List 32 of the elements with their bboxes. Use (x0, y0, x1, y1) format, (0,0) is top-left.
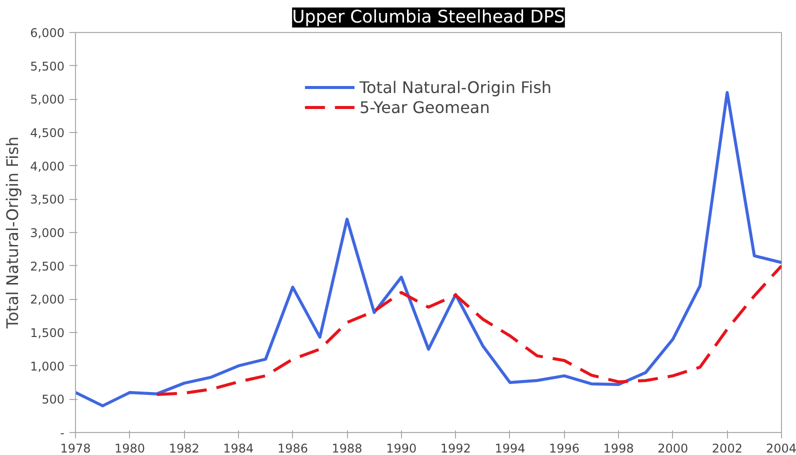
y-tick-label: 500 (42, 392, 64, 407)
y-tick-label: 1,000 (30, 359, 65, 374)
y-tick-label: 1,500 (30, 326, 65, 340)
x-tick-label: 1980 (114, 442, 146, 455)
y-tick-label: 2,500 (30, 259, 65, 274)
y-tick-label: 3,500 (30, 192, 65, 207)
x-tick-label: 1978 (60, 442, 91, 455)
y-tick-label: 3,000 (30, 226, 65, 240)
y-tick-label: - (60, 426, 65, 440)
y-tick-label: 4,000 (30, 159, 65, 174)
y-tick-label: 2,000 (30, 292, 65, 307)
x-tick-label: 1988 (332, 442, 362, 455)
legend-label: Total Natural-Origin Fish (359, 78, 552, 96)
x-tick-label: 2004 (766, 442, 796, 455)
x-tick-label: 1982 (168, 442, 200, 455)
y-tick-label: 6,000 (30, 26, 65, 40)
x-tick-label: 1984 (223, 442, 254, 455)
x-tick-label: 2002 (712, 442, 742, 455)
y-tick-label: 5,000 (30, 92, 65, 107)
x-tick-label: 1986 (277, 442, 308, 455)
chart-title: Upper Columbia Steelhead DPS (292, 8, 565, 28)
x-tick-label: 1990 (386, 442, 417, 455)
line-series (155, 264, 782, 396)
y-tick-label: 5,500 (30, 59, 65, 74)
y-tick-label: 4,500 (30, 126, 65, 140)
x-tick-label: 1998 (603, 442, 634, 455)
x-tick-label: 2000 (658, 442, 688, 455)
y-axis-title: Total Natural-Origin Fish (3, 136, 22, 330)
x-tick-label: 1994 (494, 442, 526, 455)
x-tick-label: 1992 (440, 442, 471, 455)
x-tick-label: 1996 (549, 442, 580, 455)
legend-label: 5-Year Geomean (359, 98, 490, 116)
